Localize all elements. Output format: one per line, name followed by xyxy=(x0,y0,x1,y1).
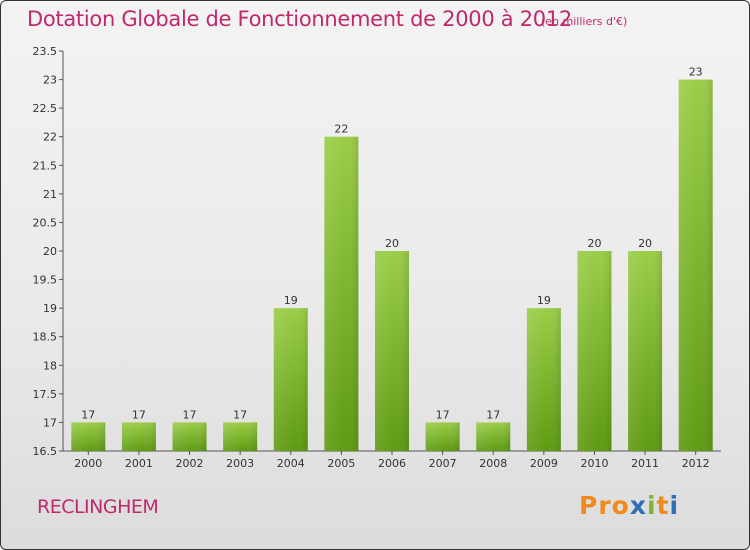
y-tick-label: 19.5 xyxy=(33,274,58,287)
data-label-2006: 20 xyxy=(385,237,399,250)
bar-shade-2005 xyxy=(324,136,359,451)
logo-part: x xyxy=(629,491,647,520)
y-tick-label: 21.5 xyxy=(33,159,58,172)
x-tick-label: 2006 xyxy=(378,457,406,470)
y-tick-label: 20.5 xyxy=(33,216,58,229)
bar-shade-2002 xyxy=(172,422,207,451)
y-tick-label: 18 xyxy=(43,359,57,372)
chart-subtitle: (en milliers d'€) xyxy=(541,15,628,28)
bar-shade-2000 xyxy=(71,422,106,451)
y-tick-label: 18.5 xyxy=(33,331,58,344)
y-tick-label: 19 xyxy=(43,302,57,315)
bar-shade-2003 xyxy=(223,422,258,451)
data-label-2004: 19 xyxy=(284,294,298,307)
y-tick-label: 17 xyxy=(43,416,57,429)
y-tick-label: 17.5 xyxy=(33,388,58,401)
x-tick-label: 2002 xyxy=(176,457,204,470)
y-tick-label: 20 xyxy=(43,245,57,258)
data-label-2009: 19 xyxy=(537,294,551,307)
chart-axes: 16.5 17 17.5 18 18.5 19 19.5 20 20.5 21 21.5 22 22.5… xyxy=(33,45,721,458)
x-tick-label: 2003 xyxy=(226,457,254,470)
y-tick-label: 16.5 xyxy=(33,445,58,458)
data-label-2005: 22 xyxy=(334,123,348,136)
x-tick-label: 2008 xyxy=(479,457,507,470)
chart-labels: 2000 17 2001 17 2002 17 2003 17 2004 19 2005 22 2006… xyxy=(74,66,709,470)
x-tick-label: 2004 xyxy=(277,457,305,470)
data-label-2000: 17 xyxy=(81,408,95,421)
chart-title: Dotation Globale de Fonctionnement de 20… xyxy=(27,7,572,31)
x-tick-label: 2001 xyxy=(125,457,153,470)
chart-bars xyxy=(71,79,713,452)
bar-shade-2009 xyxy=(526,308,561,451)
bar-shade-2001 xyxy=(121,422,156,451)
data-label-2011: 20 xyxy=(638,237,652,250)
data-label-2012: 23 xyxy=(689,66,703,79)
data-label-2003: 17 xyxy=(233,408,247,421)
logo-part: i xyxy=(669,491,680,520)
data-label-2002: 17 xyxy=(183,408,197,421)
bar-shade-2004 xyxy=(273,308,308,451)
y-tick-label: 22 xyxy=(43,131,57,144)
commune-name: RECLINGHEM xyxy=(37,496,159,518)
logo-part: i xyxy=(646,491,657,520)
bar-shade-2010 xyxy=(577,251,612,451)
x-tick-label: 2005 xyxy=(327,457,355,470)
logo-part: t xyxy=(656,491,670,520)
data-label-2008: 17 xyxy=(486,408,500,421)
data-label-2001: 17 xyxy=(132,408,146,421)
data-label-2007: 17 xyxy=(436,408,450,421)
y-tick-label: 23.5 xyxy=(33,45,58,58)
x-tick-label: 2000 xyxy=(74,457,102,470)
y-tick-label: 23 xyxy=(43,74,57,87)
y-tick-label: 21 xyxy=(43,188,57,201)
bar-shade-2006 xyxy=(375,251,409,451)
x-tick-label: 2009 xyxy=(530,457,558,470)
bar-shade-2007 xyxy=(425,422,460,451)
bar-shade-2011 xyxy=(628,251,663,451)
proxiti-logo[interactable]: Proxiti xyxy=(579,491,679,520)
x-tick-label: 2012 xyxy=(682,457,710,470)
bar-shade-2008 xyxy=(476,422,511,451)
x-tick-label: 2007 xyxy=(429,457,457,470)
data-label-2010: 20 xyxy=(587,237,601,250)
x-tick-label: 2011 xyxy=(631,457,659,470)
bar-shade-2012 xyxy=(678,79,713,452)
x-tick-label: 2010 xyxy=(580,457,608,470)
logo-part: Pro xyxy=(579,491,630,520)
y-tick-label: 22.5 xyxy=(33,102,58,115)
